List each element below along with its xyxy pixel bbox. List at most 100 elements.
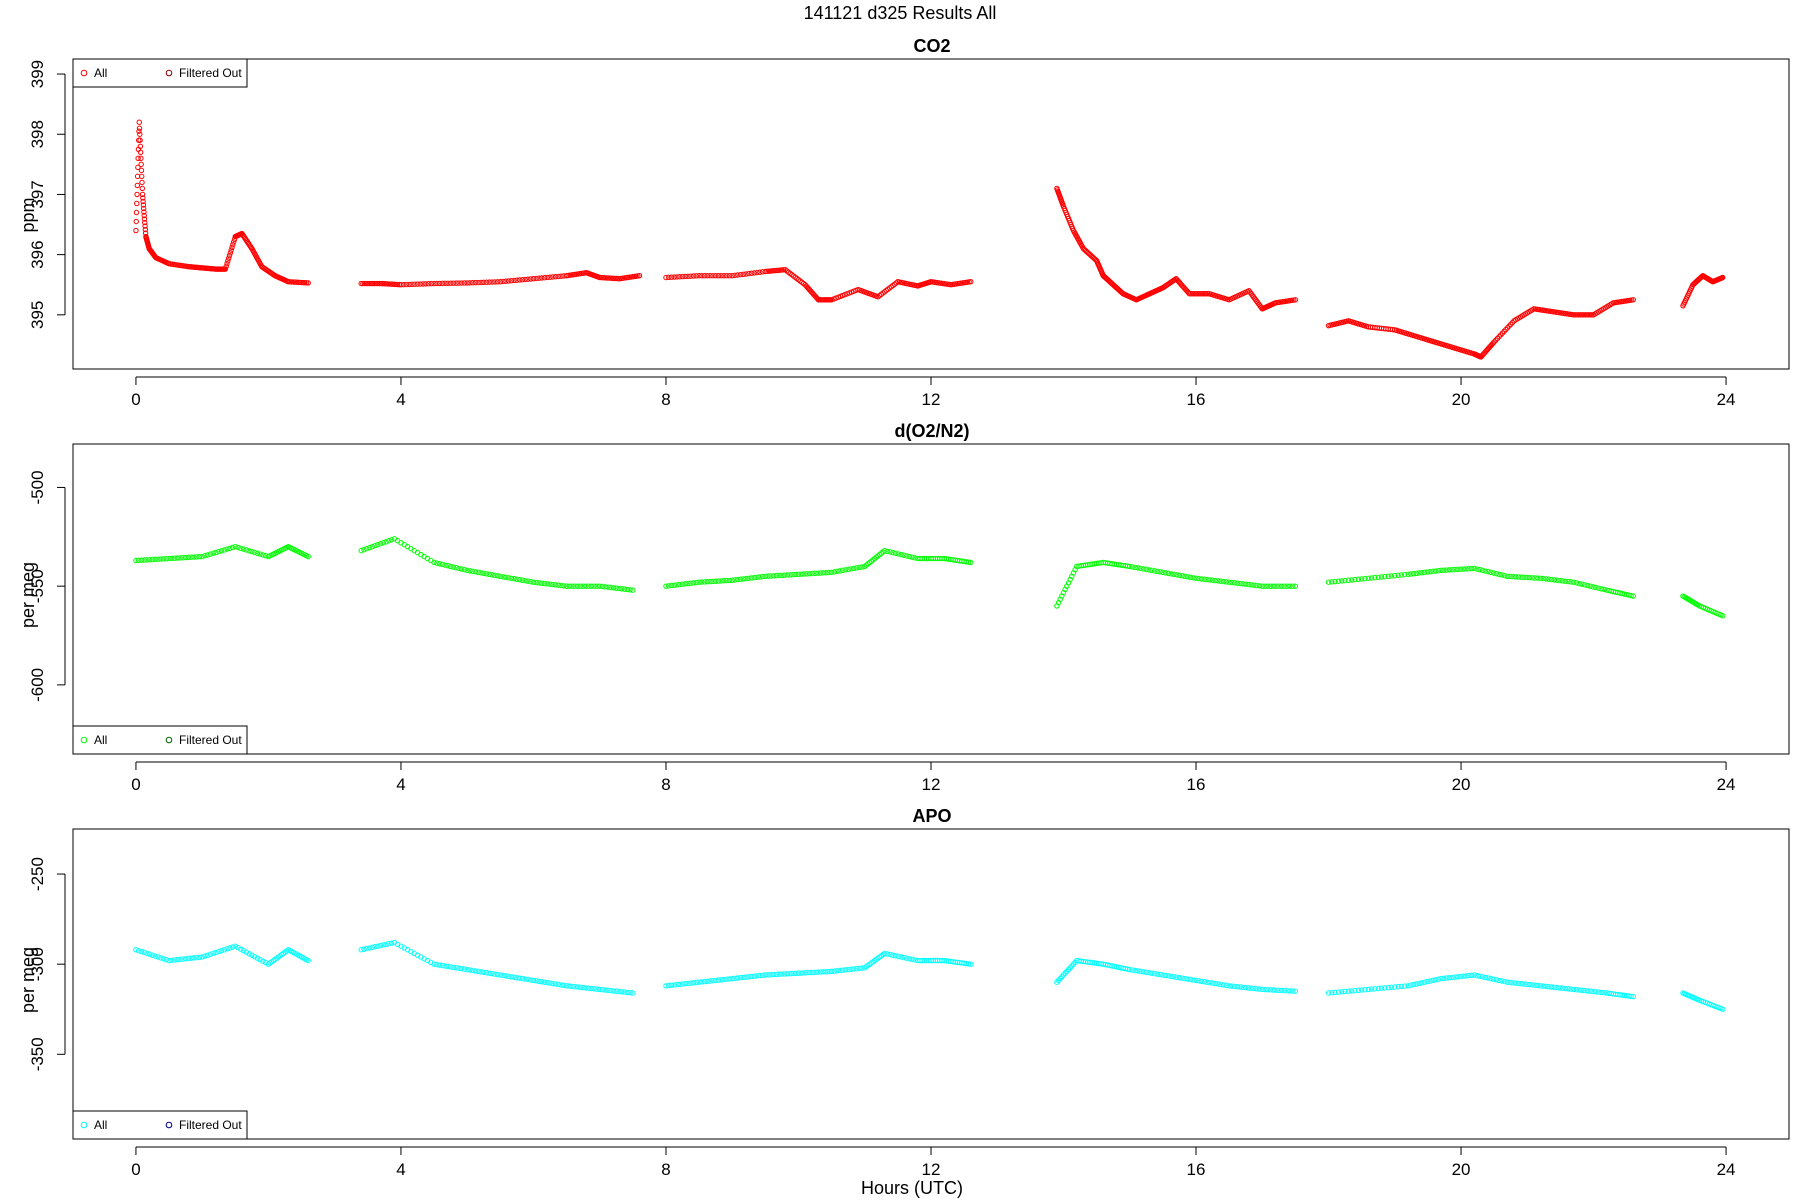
apo-data-point xyxy=(1132,967,1138,974)
o2n2-data-point xyxy=(1443,567,1450,573)
o2n2-data-point xyxy=(383,539,389,545)
co2-data-point xyxy=(360,280,366,287)
apo-data-point xyxy=(475,968,481,975)
o2n2-data-point xyxy=(1501,572,1508,579)
o2n2-data-point xyxy=(1499,572,1505,578)
apo-data-point xyxy=(1140,969,1147,975)
o2n2-data-point xyxy=(793,571,799,578)
apo-x-tick-label: 8 xyxy=(661,1160,670,1179)
co2-data-point xyxy=(690,273,697,279)
co2-data-point xyxy=(1198,291,1204,297)
apo-data-point xyxy=(1477,973,1483,979)
o2n2-data-point xyxy=(1477,567,1483,573)
o2n2-data-point xyxy=(227,545,233,552)
co2-data-point xyxy=(1204,291,1211,297)
o2n2-data-point xyxy=(1628,592,1634,599)
apo-data-point xyxy=(765,972,771,978)
apo-data-point xyxy=(364,945,370,952)
o2n2-data-point xyxy=(779,572,785,579)
o2n2-data-point xyxy=(1212,577,1219,584)
apo-data-point xyxy=(1151,970,1158,977)
o2n2-data-point xyxy=(1427,568,1433,575)
o2n2-data-point xyxy=(152,556,158,563)
co2-data-point xyxy=(224,260,230,267)
apo-data-point xyxy=(839,967,846,973)
co2-data-point xyxy=(1574,312,1580,318)
o2n2-data-point xyxy=(1284,583,1290,589)
o2n2-data-point xyxy=(386,538,392,544)
o2n2-data-point xyxy=(163,555,170,562)
o2n2-data-point xyxy=(859,564,865,570)
apo-data-point xyxy=(718,977,724,983)
apo-data-point xyxy=(1562,985,1569,992)
o2n2-data-point xyxy=(539,580,545,586)
apo-data-point xyxy=(1231,983,1238,990)
o2n2-data-point xyxy=(1570,579,1577,585)
o2n2-data-point xyxy=(1345,577,1352,583)
apo-data-point xyxy=(1267,987,1274,993)
co2-plot-box xyxy=(72,58,1790,370)
apo-data-point xyxy=(528,977,534,983)
co2-data-point xyxy=(721,272,727,279)
co2-data-point xyxy=(436,280,443,287)
co2-data-point xyxy=(1580,312,1587,318)
o2n2-data-point xyxy=(787,572,793,578)
co2-data-point xyxy=(142,223,148,229)
apo-data-point xyxy=(492,971,498,977)
co2-data-point xyxy=(133,227,139,234)
o2n2-data-point xyxy=(677,581,683,588)
apo-legend-filtered-label: Filtered Out xyxy=(179,1118,242,1132)
co2-data-point xyxy=(136,125,143,131)
co2-data-point xyxy=(475,279,481,286)
apo-data-point xyxy=(1628,993,1634,1000)
co2-data-point xyxy=(679,273,686,280)
apo-data-point xyxy=(773,971,780,978)
o2n2-data-point xyxy=(784,572,791,578)
o2n2-data-point xyxy=(1548,576,1555,583)
co2-data-point xyxy=(481,279,487,286)
o2n2-data-point xyxy=(436,561,443,567)
o2n2-data-point xyxy=(1234,580,1241,586)
co2-data-point xyxy=(137,131,143,137)
co2-ylabel: ppm xyxy=(18,197,38,232)
o2n2-data-point xyxy=(583,583,589,589)
apo-data-point xyxy=(784,971,791,977)
co2-data-point xyxy=(732,272,738,279)
apo-data-point xyxy=(514,974,520,981)
apo-data-point xyxy=(1540,983,1547,989)
apo-data-point xyxy=(1281,987,1288,994)
co2-data-point xyxy=(373,280,379,287)
o2n2-data-point xyxy=(541,580,548,587)
apo-data-point xyxy=(1198,978,1205,984)
apo-data-point xyxy=(436,962,443,968)
co2-data-point xyxy=(724,272,730,279)
o2n2-data-point xyxy=(1240,581,1246,587)
co2-data-point xyxy=(636,272,643,279)
co2-data-point xyxy=(358,280,364,287)
apo-title: APO xyxy=(912,806,951,826)
apo-data-point xyxy=(671,982,677,988)
apo-legend-box xyxy=(72,1110,248,1140)
apo-data-point xyxy=(737,974,744,981)
apo-data-point xyxy=(1507,979,1513,986)
apo-data-point xyxy=(1496,977,1502,984)
o2n2-data-point xyxy=(1339,578,1345,584)
apo-data-point xyxy=(1339,989,1345,995)
apo-data-point xyxy=(1204,979,1210,985)
o2n2-data-point xyxy=(1226,579,1232,585)
co2-data-point xyxy=(743,271,749,277)
apo-data-point xyxy=(1262,986,1268,993)
apo-data-point xyxy=(213,949,219,956)
o2n2-data-point xyxy=(478,570,484,576)
apo-data-point xyxy=(608,987,614,994)
co2-data-point xyxy=(140,195,146,201)
o2n2-data-point xyxy=(528,579,534,585)
o2n2-data-point xyxy=(1278,583,1285,589)
o2n2-data-point xyxy=(221,547,227,553)
apo-data-point xyxy=(1240,984,1246,991)
apo-data-point xyxy=(174,956,181,963)
co2-data-point xyxy=(225,258,231,264)
apo-data-point xyxy=(621,989,628,995)
o2n2-data-point xyxy=(770,573,777,579)
o2n2-data-point xyxy=(718,578,724,584)
